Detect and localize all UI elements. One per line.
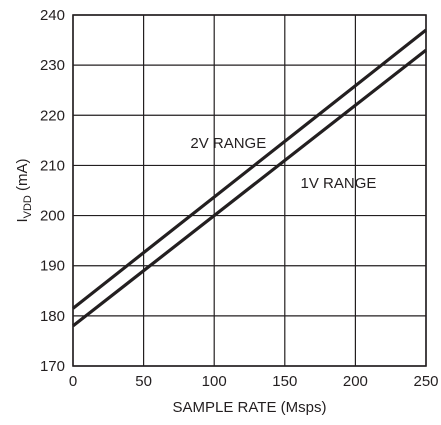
x-tick-label-200: 200	[343, 373, 368, 390]
plot-frame	[72, 14, 427, 367]
x-tick-label-100: 100	[202, 373, 227, 390]
series-annotation-2: 1V RANGE	[301, 175, 377, 192]
y-tick-label-190: 190	[40, 258, 65, 275]
y-axis-label-main: I	[14, 218, 31, 222]
x-tick-labels: 0 50 100 150 200 250	[69, 373, 439, 390]
series-annotation-1: 2V RANGE	[190, 135, 266, 152]
y-tick-label-210: 210	[40, 157, 65, 174]
series-layer	[72, 28, 427, 328]
y-axis-label-subscript: VDD	[22, 195, 34, 218]
x-tick-label-150: 150	[272, 373, 297, 390]
y-tick-labels: 170 180 190 200 210 220 230 240	[40, 7, 65, 375]
x-tick-label-250: 250	[413, 373, 438, 390]
x-tick-label-50: 50	[135, 373, 152, 390]
y-tick-label-180: 180	[40, 308, 65, 325]
annotation-layer: 2V RANGE 1V RANGE	[190, 135, 376, 192]
y-tick-label-230: 230	[40, 57, 65, 74]
y-tick-label-170: 170	[40, 358, 65, 375]
y-tick-label-240: 240	[40, 7, 65, 24]
series-line-2	[72, 48, 427, 328]
y-axis-label: IVDD (mA)	[14, 158, 34, 222]
y-tick-label-200: 200	[40, 208, 65, 225]
x-axis-label: SAMPLE RATE (Msps)	[173, 399, 327, 416]
x-tick-label-0: 0	[69, 373, 77, 390]
y-tick-label-220: 220	[40, 107, 65, 124]
series-line-1	[72, 28, 427, 310]
y-axis-label-unit: (mA)	[14, 158, 31, 195]
